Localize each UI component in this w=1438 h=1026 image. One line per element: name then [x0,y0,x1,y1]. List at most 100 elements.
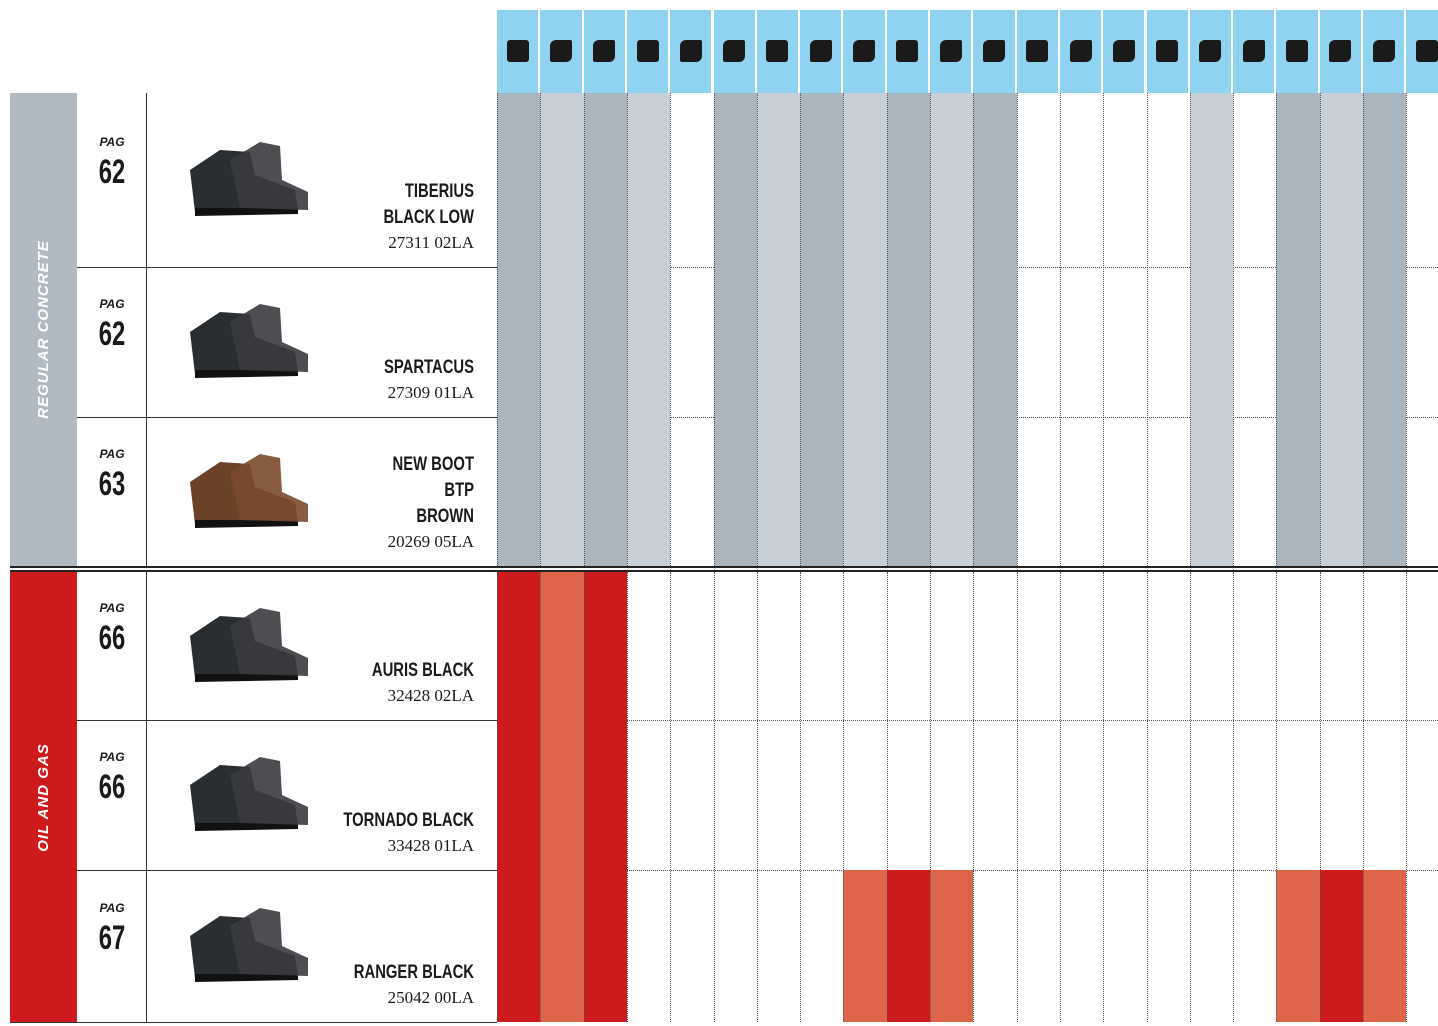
header-cell [1060,10,1101,93]
column-line [670,572,671,1022]
suitability-cell [930,870,973,1022]
column-line [1060,572,1061,1022]
product-code: 20269 05LA [174,532,474,552]
suitability-cell [1363,870,1406,1022]
column-line [1233,93,1234,566]
suitability-cell [540,93,583,267]
header-cell [540,10,581,93]
suitability-cell [584,417,627,566]
row-line [77,267,497,268]
section-label-text: REGULAR CONCRETE [35,240,52,419]
header-cell [670,10,711,93]
page-number: 67 [88,919,137,958]
page-number: 66 [88,768,137,807]
header-cell [1363,10,1404,93]
column-line [1320,93,1321,566]
suitability-cell [887,417,930,566]
product-code: 27309 01LA [174,383,474,403]
suitability-cell [1363,93,1406,267]
column-line [670,93,671,566]
column-line [584,572,585,1022]
column-line [540,93,541,566]
suitability-cell [887,870,930,1022]
column-line [843,93,844,566]
page-number: 62 [88,153,137,192]
row-line [77,417,497,418]
suitability-cell [714,93,757,267]
section-label: REGULAR CONCRETE [10,93,77,566]
column-line [1190,572,1191,1022]
suitability-cell [1363,417,1406,566]
section-separator [10,566,1438,568]
column-icon [1113,40,1135,62]
column-icon [853,40,875,62]
suitability-cell [627,417,670,566]
suitability-cell [540,417,583,566]
column-line [843,572,844,1022]
column-icon [1286,40,1308,62]
suitability-cell [584,870,627,1022]
product-name: SPARTACUS [240,355,474,381]
suitability-cell [973,267,1016,417]
suitability-cell [497,417,540,566]
column-line [1406,572,1407,1022]
suitability-cell [887,267,930,417]
suitability-cell [497,870,540,1022]
column-line [930,93,931,566]
header-cell [1320,10,1361,93]
suitability-cell [540,572,583,720]
header-cell [627,10,668,93]
column-line [1147,93,1148,566]
column-line [540,572,541,1022]
suitability-cell [627,93,670,267]
suitability-cell [1320,870,1363,1022]
product-name: BLACK LOW [240,205,474,231]
divider [146,572,147,1022]
column-line [1103,93,1104,566]
column-line [973,93,974,566]
page-number: 63 [88,465,137,504]
column-line [497,572,498,1022]
column-icon [1026,40,1048,62]
column-line [800,93,801,566]
column-icon [766,40,788,62]
header-cell [1406,10,1438,93]
suitability-cell [800,93,843,267]
column-line [584,93,585,566]
suitability-cell [540,267,583,417]
product-code: 27311 02LA [174,233,474,253]
header-cell [800,10,841,93]
pag-label: PAG [77,297,147,311]
column-line [757,572,758,1022]
column-icon [1373,40,1395,62]
column-line [1017,572,1018,1022]
column-icon [940,40,962,62]
section-separator [10,570,1438,572]
header-cell [1147,10,1188,93]
suitability-cell [584,572,627,720]
column-line [1276,93,1277,566]
column-line [757,93,758,566]
column-icon [896,40,918,62]
divider [146,93,147,566]
suitability-cell [800,267,843,417]
column-line [1363,572,1364,1022]
column-line [887,572,888,1022]
column-line [1320,572,1321,1022]
column-line [1363,93,1364,566]
suitability-cell [540,870,583,1022]
suitability-cell [1276,267,1319,417]
product-code: 25042 00LA [174,988,474,1008]
catalog-page: REGULAR CONCRETEPAG62TIBERIUSBLACK LOW27… [0,0,1438,1026]
bottom-line [10,1022,497,1023]
header-cell [714,10,755,93]
column-line [973,572,974,1022]
suitability-cell [1190,267,1233,417]
suitability-cell [843,267,886,417]
column-line [800,572,801,1022]
suitability-cell [1190,417,1233,566]
suitability-cell [714,417,757,566]
product-name: TORNADO BLACK [240,808,474,834]
column-line [1103,572,1104,1022]
product-name: AURIS BLACK [240,658,474,684]
